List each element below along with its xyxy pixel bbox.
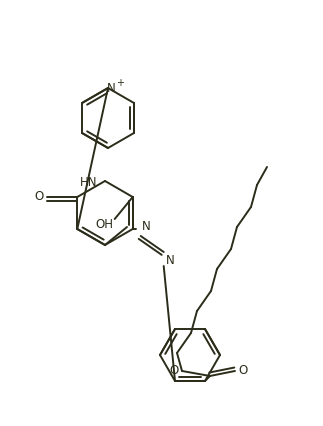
Text: N: N <box>107 83 115 95</box>
Text: HN: HN <box>80 176 98 190</box>
Text: O: O <box>169 365 179 377</box>
Text: O: O <box>238 365 248 377</box>
Text: N: N <box>142 219 151 233</box>
Text: O: O <box>35 190 44 204</box>
Text: OH: OH <box>96 219 114 231</box>
Text: +: + <box>116 78 124 88</box>
Text: N: N <box>166 254 174 268</box>
